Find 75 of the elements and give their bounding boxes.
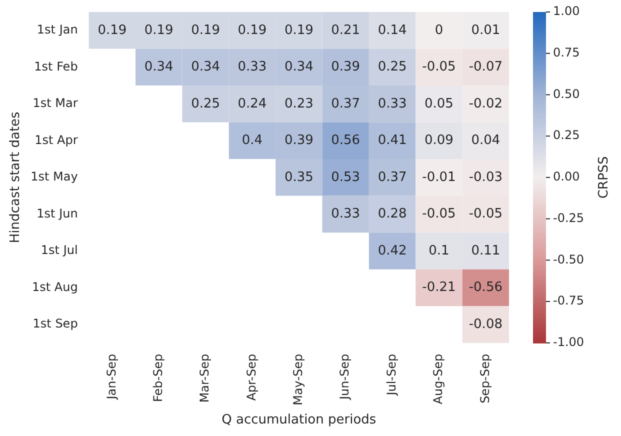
color-bar-label: 1.00 xyxy=(553,4,580,18)
data-label: 0.19 xyxy=(191,22,220,38)
data-label: 0.09 xyxy=(424,133,454,148)
color-bar-label: -0.75 xyxy=(553,294,584,308)
data-label: 0.41 xyxy=(378,133,407,148)
data-label: 0.04 xyxy=(471,133,500,148)
data-label: 0.37 xyxy=(378,170,407,185)
data-label: 0.34 xyxy=(144,60,174,75)
data-label: 0.24 xyxy=(238,96,267,112)
y-tick-label: 1st May xyxy=(30,170,78,184)
color-bar-label: 0.00 xyxy=(553,170,580,184)
data-label: -0.07 xyxy=(468,60,502,75)
data-label: 0.19 xyxy=(284,22,314,38)
data-label: 0.01 xyxy=(471,22,500,38)
color-bar-label: 0.25 xyxy=(553,128,580,142)
y-tick-label: 1st Jul xyxy=(40,243,78,258)
data-label: 0.14 xyxy=(378,22,407,38)
data-label: 0.35 xyxy=(284,170,314,185)
color-bar-label: -0.50 xyxy=(553,252,584,266)
x-tick-label: Aug-Sep xyxy=(431,354,446,404)
x-tick-label: Mar-Sep xyxy=(198,354,212,403)
data-label: 0.23 xyxy=(284,96,314,112)
data-label: 0.25 xyxy=(191,96,220,112)
y-tick-label: 1st Apr xyxy=(34,132,78,147)
data-label: -0.03 xyxy=(468,170,502,185)
data-label: 0.39 xyxy=(284,133,314,148)
data-label: 0.05 xyxy=(424,96,454,112)
data-label: -0.05 xyxy=(468,206,502,222)
data-label: 0.1 xyxy=(428,243,450,258)
data-label: 0.37 xyxy=(331,96,360,112)
x-axis-title: Q accumulation periods xyxy=(222,412,376,428)
data-label: 0.33 xyxy=(238,60,267,75)
data-label: 0.21 xyxy=(331,22,360,38)
data-label: -0.08 xyxy=(468,316,502,332)
data-label: 0.33 xyxy=(378,96,407,112)
data-label: -0.56 xyxy=(468,280,502,296)
x-tick-label: Sep-Sep xyxy=(478,354,492,404)
x-tick-label: Jan-Sep xyxy=(104,354,118,400)
y-tick-label: 1st Sep xyxy=(32,316,78,331)
y-tick-label: 1st Jun xyxy=(36,206,78,220)
data-label: 0.33 xyxy=(331,206,360,222)
y-axis-title: Hindcast start dates xyxy=(8,111,24,244)
data-label: -0.02 xyxy=(468,96,502,112)
data-label: 0.34 xyxy=(191,60,220,75)
color-bar-label: -1.00 xyxy=(553,334,584,349)
data-label: 0.19 xyxy=(144,22,174,38)
data-label: -0.21 xyxy=(422,280,456,296)
y-tick-label: 1st Jan xyxy=(36,22,78,37)
data-label: 0.53 xyxy=(331,170,360,185)
y-tick-label: 1st Aug xyxy=(32,280,78,294)
data-label: -0.01 xyxy=(422,170,456,185)
data-label: 0.25 xyxy=(378,60,407,75)
color-bar-label: 0.75 xyxy=(553,45,580,60)
x-tick-label: Jun-Sep xyxy=(338,354,352,401)
data-label: -0.05 xyxy=(422,60,456,75)
color-bar-label: 0.50 xyxy=(553,86,580,101)
x-tick-label: Jul-Sep xyxy=(384,354,398,396)
data-label: 0.39 xyxy=(331,60,360,75)
data-label: 0.56 xyxy=(331,133,360,148)
data-label: 0.28 xyxy=(378,206,407,222)
y-tick-label: 1st Feb xyxy=(34,59,78,74)
y-tick-label: 1st Mar xyxy=(32,96,78,110)
data-label: 0.34 xyxy=(284,60,314,75)
color-bar-label: -0.25 xyxy=(553,210,584,225)
x-tick-label: Feb-Sep xyxy=(150,354,165,402)
x-tick-label: Apr-Sep xyxy=(244,354,258,401)
data-label: 0.11 xyxy=(471,243,500,258)
data-label: 0.42 xyxy=(378,243,407,258)
data-label: -0.05 xyxy=(422,206,456,222)
data-label: 0.19 xyxy=(238,22,267,38)
data-label: 0.4 xyxy=(242,133,263,148)
data-label: 0.19 xyxy=(98,22,127,38)
color-bar-title: CRPSS xyxy=(596,156,612,199)
data-label: 0 xyxy=(434,22,444,38)
x-tick-label: May-Sep xyxy=(291,354,306,406)
